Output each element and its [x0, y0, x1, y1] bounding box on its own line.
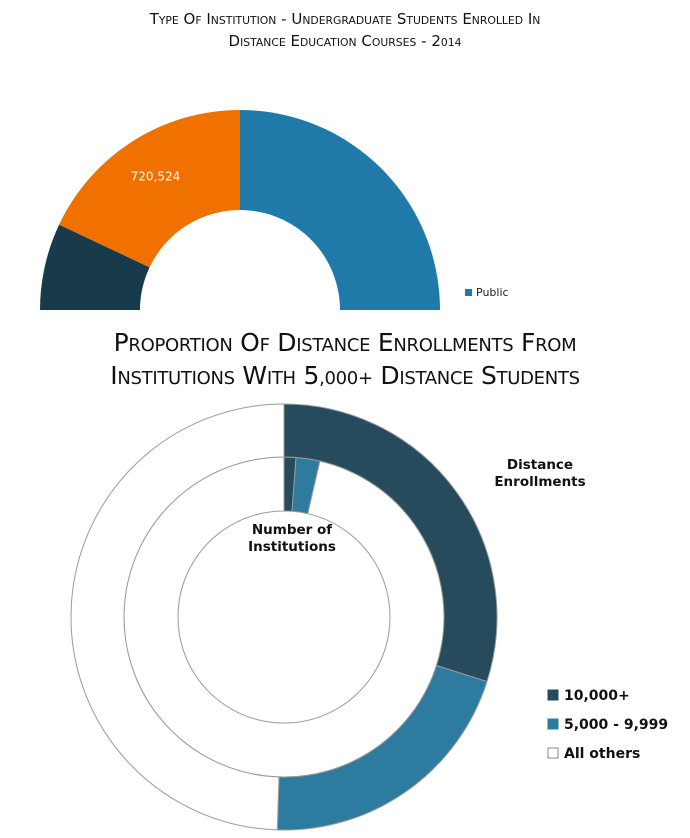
chart2-legend-label-0: 10,000+ — [564, 688, 630, 704]
chart1-title-line-2: DISTANCE EDUCATION COURSES - 2014 — [228, 32, 462, 50]
chart2-legend-label-1: 5,000 - 9,999 — [564, 717, 668, 733]
chart1-legend-swatch-0 — [465, 289, 472, 296]
chart1-slice-1 — [66, 359, 157, 422]
chart2-title-line-2: INSTITUTIONS WITH 5,000+ DISTANCE STUDEN… — [110, 361, 580, 390]
chart2-inner-ring-label: Number of Institutions — [248, 522, 336, 555]
chart1-slice-label-3: 720,524 — [131, 170, 181, 184]
chart1-slice-0 — [240, 110, 440, 310]
chart2-title-line-1: PROPORTION OF DISTANCE ENROLLMENTS FROM — [113, 328, 577, 357]
chart1-slice-label-2: 609,111 — [57, 309, 107, 323]
chart1-title-line-1: TYPE OF INSTITUTION - UNDERGRADUATE STUD… — [149, 10, 541, 28]
chart1-donut: 609,111 720,524 Public — [40, 109, 509, 422]
chart1-legend-label-0: Public — [476, 286, 509, 299]
chart2-legend-swatch-1 — [547, 718, 559, 730]
chart2-ring0-segment-2 — [123, 456, 445, 778]
chart2-legend-swatch-0 — [547, 689, 559, 701]
chart2-outer-ring-label: Distance Enrollments — [494, 457, 585, 490]
chart2-legend-swatch-2 — [547, 747, 559, 759]
chart2-ring1-segment-2 — [70, 403, 285, 831]
chart1-slice-3 — [59, 109, 240, 268]
chart1-slice-2 — [40, 224, 150, 310]
chart2-nested-rings: Number of Institutions Distance Enrollments… — [70, 403, 668, 831]
chart2-legend-label-2: All others — [564, 746, 640, 762]
